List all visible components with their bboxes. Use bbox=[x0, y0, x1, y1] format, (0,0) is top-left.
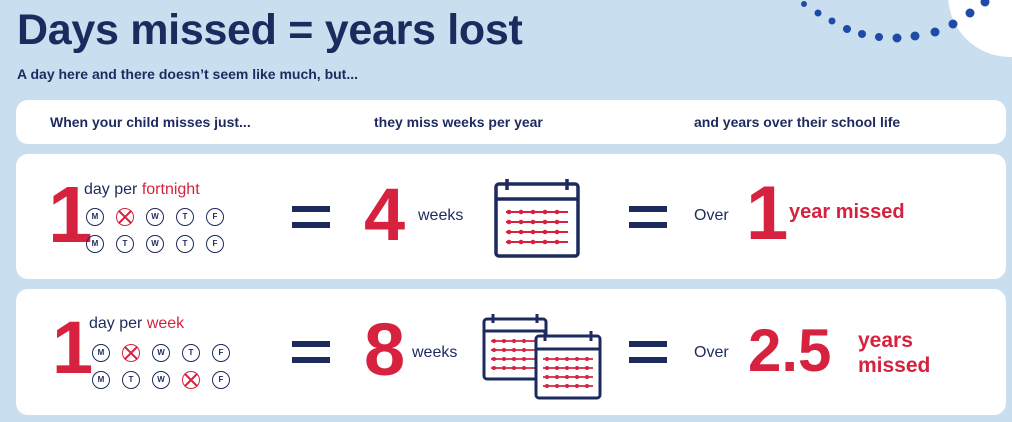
day-wed: W bbox=[152, 371, 170, 389]
equals-sign-1 bbox=[292, 341, 330, 363]
day-tue: T bbox=[116, 235, 134, 253]
weeks-count: 8 bbox=[364, 308, 406, 391]
day-thu: T bbox=[182, 344, 200, 362]
day-fri: F bbox=[206, 208, 224, 226]
years-label-line-2: missed bbox=[858, 354, 931, 377]
over-label: Over bbox=[694, 344, 729, 361]
page-title: Days missed = years lost bbox=[17, 6, 523, 54]
day-thu: T bbox=[176, 235, 194, 253]
frequency-unit: week bbox=[146, 315, 185, 332]
weeks-count: 4 bbox=[364, 173, 406, 256]
weeks-label: weeks bbox=[412, 344, 458, 361]
day-mon: M bbox=[86, 235, 104, 253]
over-label: Over bbox=[694, 207, 729, 224]
day-tue-missed: T bbox=[122, 344, 140, 362]
years-label: year missed bbox=[789, 201, 905, 223]
years-count: 2.5 bbox=[748, 317, 832, 384]
row-fortnight: 1 day per fortnight M T W T F M T W T F … bbox=[16, 154, 1006, 279]
day-thu: T bbox=[176, 208, 194, 226]
row-week: 1 day per week M T W T F M T W T F 8 wee… bbox=[16, 289, 1006, 415]
page-subtitle: A day here and there doesn’t seem like m… bbox=[17, 66, 359, 82]
day-fri: F bbox=[212, 371, 230, 389]
years-label-line-1: years bbox=[858, 329, 913, 352]
day-fri: F bbox=[212, 344, 230, 362]
header-col-missed: When your child misses just... bbox=[50, 114, 251, 130]
calendar-pair-icon bbox=[482, 314, 602, 400]
days-count: 1 bbox=[48, 170, 93, 259]
equals-sign-1 bbox=[292, 206, 330, 228]
frequency-label: day per week bbox=[89, 315, 184, 333]
day-mon: M bbox=[92, 371, 110, 389]
frequency-prefix: day per bbox=[84, 181, 138, 198]
day-fri: F bbox=[206, 235, 224, 253]
years-count: 1 bbox=[746, 171, 789, 256]
day-thu-missed: T bbox=[182, 371, 200, 389]
day-wed: W bbox=[146, 235, 164, 253]
decorative-dots bbox=[801, 0, 1012, 57]
day-mon: M bbox=[92, 344, 110, 362]
day-wed: W bbox=[152, 344, 170, 362]
day-wed: W bbox=[146, 208, 164, 226]
days-count: 1 bbox=[52, 306, 94, 389]
header-col-weeks: they miss weeks per year bbox=[374, 114, 543, 130]
frequency-label: day per fortnight bbox=[84, 181, 200, 199]
equals-sign-2 bbox=[629, 206, 667, 228]
day-mon: M bbox=[86, 208, 104, 226]
equals-sign-2 bbox=[629, 341, 667, 363]
day-tue-missed: T bbox=[116, 208, 134, 226]
header-col-years: and years over their school life bbox=[694, 114, 901, 130]
frequency-prefix: day per bbox=[89, 315, 143, 332]
day-tue: T bbox=[122, 371, 140, 389]
header-card: When your child misses just... they miss… bbox=[16, 100, 1006, 144]
weeks-label: weeks bbox=[418, 207, 464, 224]
calendar-icon bbox=[494, 179, 580, 258]
frequency-unit: fortnight bbox=[141, 181, 200, 198]
